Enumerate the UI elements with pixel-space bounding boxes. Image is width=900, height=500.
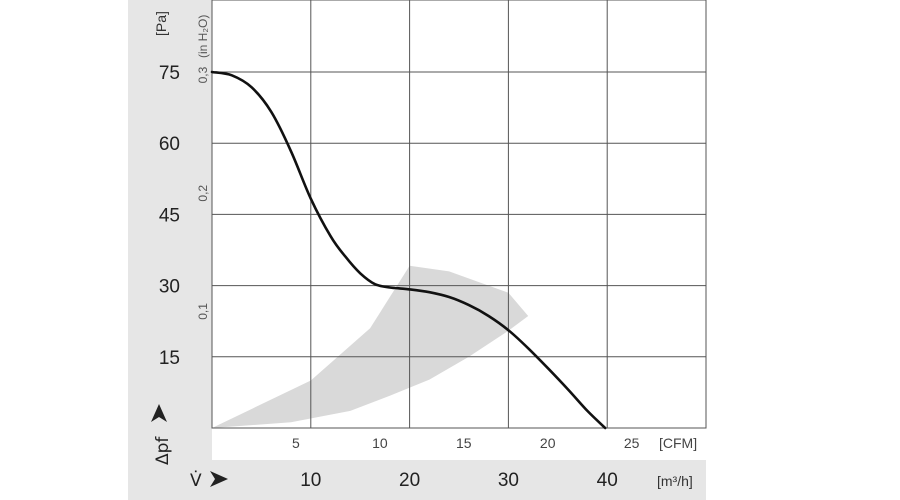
y-inh2o-tick-label: 0,1 [196,303,210,320]
x-cfm-tick-label: 20 [540,435,556,451]
m3h-unit-label: [m³/h] [657,473,693,489]
x-m3h-tick-label: 30 [498,470,519,491]
operating-region-shading [212,265,529,428]
cfm-unit-label: [CFM] [659,435,697,451]
pressure-arrow-icon [151,404,167,422]
y-secondary-unit-label: (in H₂O) [196,15,210,58]
x-m3h-tick-label: 40 [597,470,618,491]
y-tick-label: 30 [159,277,180,298]
x-cfm-tick-label: 5 [292,435,300,451]
x-cfm-tick-label: 10 [372,435,388,451]
left-axis-band [128,0,212,500]
y-tick-label: 75 [159,63,180,84]
x-m3h-tick-label: 10 [300,470,321,491]
grid [211,0,707,429]
flow-symbol: V̇ [190,470,202,491]
plot-frame [211,0,707,429]
y-tick-label: 60 [159,134,180,155]
curve-layer [210,70,607,430]
y-unit-label: [Pa] [153,11,169,36]
pressure-symbol: Δpf [153,436,173,465]
y-inh2o-tick-label: 0,3 [196,66,210,83]
x-cfm-tick-label: 15 [456,435,472,451]
tick-labels: 15 30 45 60 75 5 10 15 20 25 10 20 30 40 0,1 0,2 0,3 [159,63,640,491]
flow-arrow-icon [210,471,228,487]
x-m3h-tick-label: 20 [399,470,420,491]
y-tick-label: 15 [159,348,180,369]
y-inh2o-tick-label: 0,2 [196,185,210,202]
y-tick-label: 45 [159,205,180,226]
x-cfm-tick-label: 25 [624,435,640,451]
shaded-region [212,265,529,428]
pressure-curve [210,70,607,430]
